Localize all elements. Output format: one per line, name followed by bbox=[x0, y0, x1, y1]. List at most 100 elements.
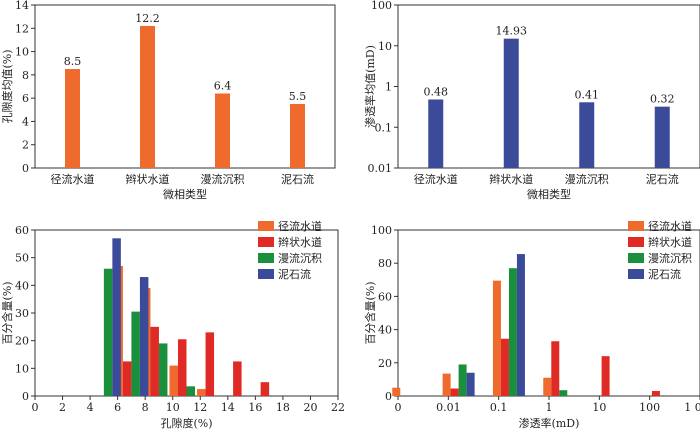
bar-漫流沉积 bbox=[103, 268, 113, 396]
y-tick-label: 0 bbox=[385, 390, 392, 403]
y-tick-label: 100 bbox=[371, 224, 392, 237]
y-tick-label: 60 bbox=[378, 290, 392, 303]
bar-漫流沉积 bbox=[131, 311, 140, 396]
data-label: 0.41 bbox=[575, 88, 600, 101]
x-tick-label: 10 bbox=[592, 401, 606, 414]
bar bbox=[503, 38, 519, 169]
bar bbox=[65, 69, 80, 168]
legend-swatch bbox=[258, 221, 274, 231]
bar-泥石流 bbox=[466, 372, 475, 396]
chart-panel-1: 0 2 4 6 8 10 12 14 孔隙度均值(%) 8.5 径流水道 12.2 辫状水道 6.4 漫流沉… bbox=[0, 0, 336, 201]
legend-label: 泥石流 bbox=[648, 267, 681, 281]
bar-泥石流 bbox=[139, 277, 149, 396]
x-tick-label: 16 bbox=[248, 401, 262, 414]
x-tick-label: 18 bbox=[276, 401, 290, 414]
y-tick-label: 10 bbox=[378, 40, 392, 53]
legend-label: 径流水道 bbox=[278, 219, 322, 233]
data-label: 5.5 bbox=[289, 90, 307, 103]
x-tick-label: 14 bbox=[221, 401, 235, 414]
x-tick-label: 10 bbox=[166, 401, 180, 414]
bar bbox=[140, 25, 155, 169]
legend-label: 辫状水道 bbox=[278, 235, 322, 249]
legend-swatch bbox=[258, 237, 274, 247]
y-tick-label: 50 bbox=[15, 252, 29, 265]
data-label: 14.93 bbox=[496, 25, 528, 38]
x-axis-title: 微相类型 bbox=[163, 187, 207, 201]
y-axis-title: 孔隙度均值(%) bbox=[0, 49, 14, 123]
y-tick-label: 40 bbox=[378, 324, 392, 337]
legend-swatch bbox=[628, 237, 644, 247]
bar-径流水道 bbox=[442, 373, 451, 396]
x-tick-label: 径流水道 bbox=[51, 172, 95, 186]
bar-辫状水道 bbox=[651, 391, 660, 396]
bar-漫流沉积 bbox=[186, 386, 195, 396]
y-axis-title: 渗透率均值(mD) bbox=[363, 45, 377, 128]
y-tick-label: 0 bbox=[22, 390, 29, 403]
y-tick-label: 1 bbox=[385, 81, 392, 94]
bar-泥石流 bbox=[516, 254, 525, 396]
x-tick-label: 100 bbox=[639, 401, 660, 414]
x-tick-label: 2 bbox=[59, 401, 66, 414]
bar bbox=[215, 93, 230, 168]
y-tick-label: 12 bbox=[15, 22, 29, 35]
x-tick-label: 0.1 bbox=[490, 401, 508, 414]
x-tick-label: 22 bbox=[331, 401, 345, 414]
x-tick-label: 1 000 bbox=[684, 401, 700, 414]
bar-漫流沉积 bbox=[559, 390, 568, 396]
y-tick-label: 4 bbox=[22, 115, 29, 128]
bar-径流水道 bbox=[169, 365, 178, 396]
y-tick-label: 100 bbox=[371, 0, 392, 12]
bar-漫流沉积 bbox=[458, 364, 467, 396]
x-tick-label: 漫流沉积 bbox=[565, 172, 609, 186]
bar-辫状水道 bbox=[601, 356, 610, 396]
x-tick-label: 泥石流 bbox=[646, 172, 679, 186]
bar-漫流沉积 bbox=[508, 268, 517, 396]
x-tick-label: 0.01 bbox=[436, 401, 461, 414]
y-axis-title: 百分含量(%) bbox=[0, 281, 14, 344]
bar-辫状水道 bbox=[150, 326, 159, 396]
legend-swatch bbox=[628, 253, 644, 263]
bar-辫状水道 bbox=[205, 332, 215, 396]
y-tick-label: 10 bbox=[15, 46, 29, 59]
data-label: 0.32 bbox=[650, 93, 675, 106]
legend-swatch bbox=[628, 221, 644, 231]
y-tick-label: 40 bbox=[15, 279, 29, 292]
legend-label: 漫流沉积 bbox=[648, 251, 692, 265]
x-tick-label: 泥石流 bbox=[281, 172, 314, 186]
bar-径流水道 bbox=[392, 387, 401, 396]
legend-swatch bbox=[258, 253, 274, 263]
x-tick-label: 20 bbox=[303, 401, 317, 414]
x-tick-label: 1 bbox=[546, 401, 553, 414]
legend-label: 漫流沉积 bbox=[278, 251, 322, 265]
x-tick-label: 0 bbox=[32, 401, 39, 414]
y-tick-label: 20 bbox=[378, 357, 392, 370]
bar bbox=[428, 99, 444, 168]
data-label: 6.4 bbox=[214, 79, 232, 92]
bar-泥石流 bbox=[112, 238, 121, 396]
legend-label: 径流水道 bbox=[648, 219, 692, 233]
x-tick-label: 4 bbox=[87, 401, 94, 414]
x-tick-label: 漫流沉积 bbox=[201, 172, 245, 186]
legend-label: 泥石流 bbox=[278, 267, 311, 281]
x-tick-label: 径流水道 bbox=[414, 172, 458, 186]
y-tick-label: 80 bbox=[378, 257, 392, 270]
bar-辫状水道 bbox=[551, 341, 560, 396]
y-tick-label: 14 bbox=[15, 0, 29, 12]
bar bbox=[290, 103, 305, 168]
y-axis-title: 百分含量(%) bbox=[363, 281, 377, 344]
bar bbox=[579, 102, 595, 168]
y-tick-label: 0 bbox=[22, 162, 29, 175]
x-tick-label: 辫状水道 bbox=[489, 172, 533, 186]
bar-漫流沉积 bbox=[158, 343, 168, 396]
y-tick-label: 10 bbox=[15, 362, 29, 375]
plot-frame-1 bbox=[34, 4, 336, 169]
y-tick-label: 0.1 bbox=[375, 121, 393, 134]
y-tick-label: 6 bbox=[22, 92, 29, 105]
legend-swatch bbox=[258, 269, 274, 279]
data-label: 12.2 bbox=[135, 12, 160, 25]
y-tick-label: 2 bbox=[22, 139, 29, 152]
legend-swatch bbox=[628, 269, 644, 279]
y-tick-label: 0.01 bbox=[368, 162, 393, 175]
x-tick-label: 12 bbox=[193, 401, 207, 414]
